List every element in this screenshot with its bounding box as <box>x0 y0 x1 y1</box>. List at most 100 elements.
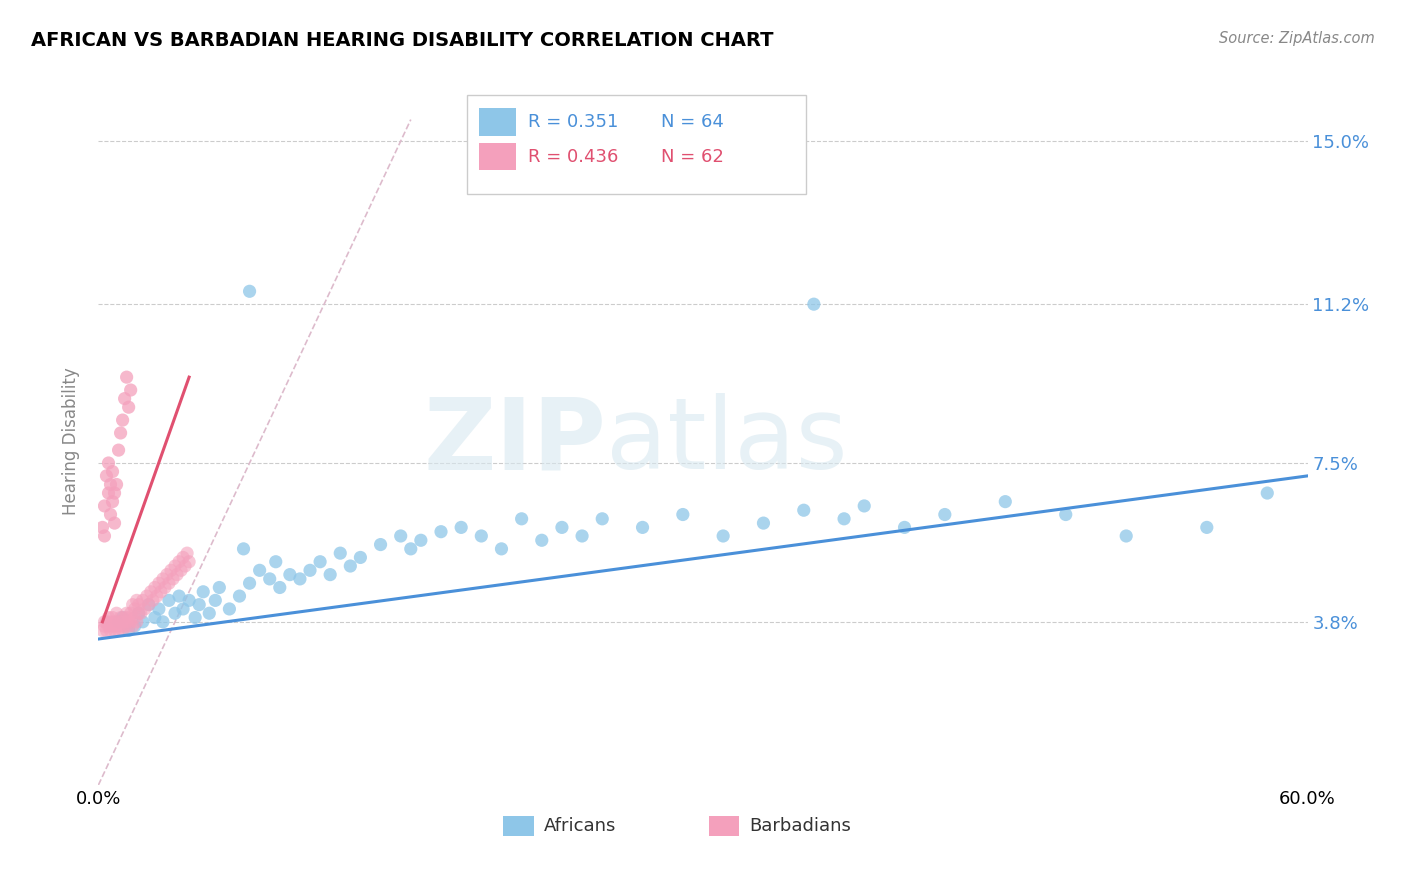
Point <box>91 624 114 638</box>
Point <box>157 576 180 591</box>
Point <box>111 615 134 629</box>
Point <box>103 486 125 500</box>
Point <box>259 572 281 586</box>
Point <box>96 624 118 638</box>
Text: Africans: Africans <box>543 817 616 835</box>
Point <box>105 477 128 491</box>
Point <box>218 602 240 616</box>
Point <box>631 520 654 534</box>
Point <box>389 529 412 543</box>
Point <box>793 503 815 517</box>
Point <box>125 593 148 607</box>
Point <box>278 567 301 582</box>
Point <box>239 285 262 299</box>
Point <box>179 555 201 569</box>
Point <box>162 572 184 586</box>
Point <box>124 610 146 624</box>
Point <box>163 607 186 621</box>
Point <box>120 615 142 629</box>
Point <box>93 619 115 633</box>
Point <box>129 607 152 621</box>
Point <box>309 555 332 569</box>
Point <box>176 546 198 560</box>
Point <box>103 516 125 530</box>
Point <box>107 615 129 629</box>
Point <box>149 584 172 599</box>
Point <box>125 615 148 629</box>
Point <box>399 541 422 556</box>
Point <box>994 494 1017 508</box>
Point <box>139 584 162 599</box>
Point <box>204 593 226 607</box>
Point <box>167 589 190 603</box>
Point <box>111 610 134 624</box>
Text: atlas: atlas <box>606 393 848 490</box>
Point <box>124 619 146 633</box>
Point <box>107 443 129 458</box>
Point <box>118 624 141 638</box>
Point <box>228 589 250 603</box>
Point <box>167 555 190 569</box>
Point <box>530 533 553 548</box>
Point <box>107 615 129 629</box>
Point <box>179 593 201 607</box>
Point <box>135 589 157 603</box>
Point <box>128 607 150 621</box>
Point <box>174 559 197 574</box>
Point <box>100 477 122 491</box>
Text: R = 0.351: R = 0.351 <box>527 113 619 131</box>
Point <box>91 520 114 534</box>
Point <box>349 550 371 565</box>
Point <box>120 607 142 621</box>
Point <box>132 593 155 607</box>
Point <box>339 559 361 574</box>
Point <box>188 598 211 612</box>
Text: Barbadians: Barbadians <box>749 817 851 835</box>
Point <box>115 370 138 384</box>
Point <box>510 512 533 526</box>
Point <box>163 559 186 574</box>
Point <box>329 546 352 560</box>
Point <box>153 581 176 595</box>
Point <box>148 602 170 616</box>
Point <box>143 610 166 624</box>
Point <box>148 576 170 591</box>
Point <box>269 581 291 595</box>
Point <box>118 610 141 624</box>
Point <box>110 610 132 624</box>
Point <box>1195 520 1218 534</box>
Text: AFRICAN VS BARBADIAN HEARING DISABILITY CORRELATION CHART: AFRICAN VS BARBADIAN HEARING DISABILITY … <box>31 31 773 50</box>
Point <box>114 392 136 406</box>
Point <box>198 607 221 621</box>
Point <box>96 615 118 629</box>
Point <box>103 624 125 638</box>
Point <box>832 512 855 526</box>
Point <box>430 524 453 539</box>
Point <box>114 619 136 633</box>
Point <box>152 615 174 629</box>
Point <box>160 563 183 577</box>
Point <box>105 619 128 633</box>
Point <box>142 593 165 607</box>
Point <box>111 624 134 638</box>
Point <box>1115 529 1137 543</box>
Point <box>184 610 207 624</box>
Point <box>249 563 271 577</box>
Point <box>97 456 120 470</box>
Point <box>97 610 120 624</box>
Y-axis label: Hearing Disability: Hearing Disability <box>62 368 80 516</box>
Point <box>138 598 160 612</box>
Point <box>146 589 169 603</box>
Point <box>232 541 254 556</box>
Point <box>134 602 156 616</box>
Point <box>409 533 432 548</box>
Point <box>239 576 262 591</box>
Point <box>110 619 132 633</box>
Text: ZIP: ZIP <box>423 393 606 490</box>
Point <box>711 529 734 543</box>
Point <box>299 563 322 577</box>
Point <box>132 615 155 629</box>
Point <box>100 508 122 522</box>
Point <box>571 529 593 543</box>
Point <box>893 520 915 534</box>
